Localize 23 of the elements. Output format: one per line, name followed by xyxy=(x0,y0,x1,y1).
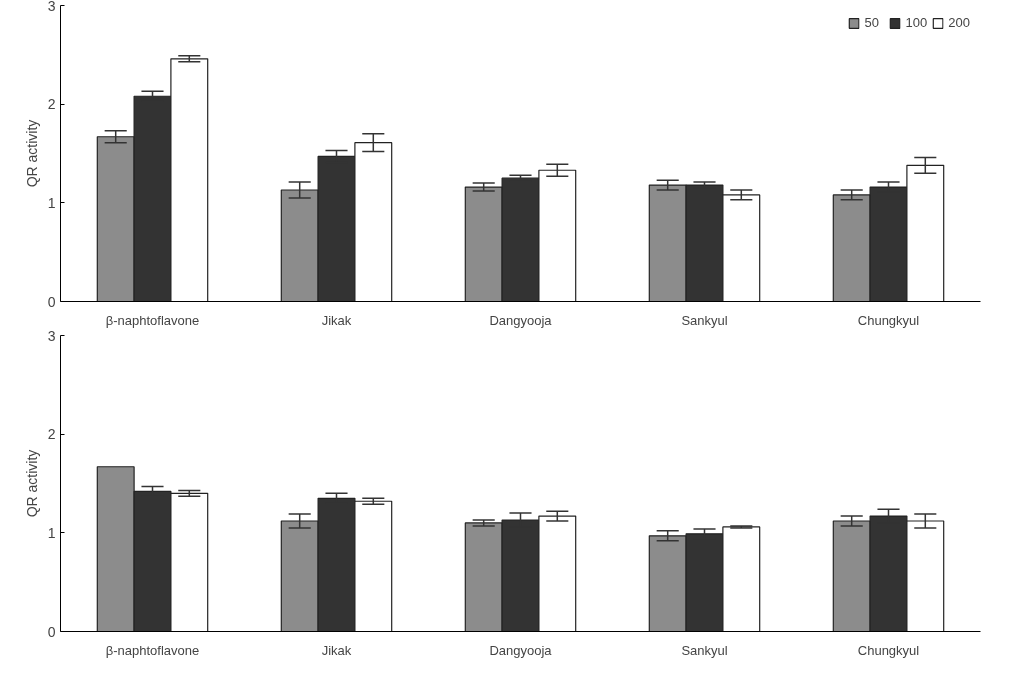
y-tick-label: 0 xyxy=(47,293,56,310)
y-axis-title: QR activity xyxy=(23,449,40,518)
x-tick-label: Chungkyul xyxy=(857,642,920,658)
legend-label: 50 xyxy=(864,15,881,30)
y-tick-label: 1 xyxy=(47,524,56,541)
y-tick-label: 0 xyxy=(47,623,56,640)
x-tick-label: Sankyul xyxy=(681,642,728,658)
y-axis-title: QR activity xyxy=(23,119,40,188)
x-tick-label: Dangyooja xyxy=(489,312,553,328)
x-tick-label: β-naphtoflavone xyxy=(105,642,200,658)
y-tick-label: 3 xyxy=(47,327,56,344)
x-tick-label: Sankyul xyxy=(681,312,728,328)
x-tick-label: β-naphtoflavone xyxy=(105,312,200,328)
y-tick-label: 3 xyxy=(47,0,56,14)
x-tick-label: Jikak xyxy=(321,312,352,328)
y-tick-label: 1 xyxy=(47,194,56,211)
legend-label: 200 xyxy=(948,15,970,30)
x-tick-label: Jikak xyxy=(321,642,352,658)
legend-label: 100 xyxy=(905,15,928,30)
y-tick-label: 2 xyxy=(47,96,56,113)
x-tick-label: Dangyooja xyxy=(489,642,553,658)
x-tick-label: Chungkyul xyxy=(857,312,920,328)
y-tick-label: 2 xyxy=(47,426,56,443)
